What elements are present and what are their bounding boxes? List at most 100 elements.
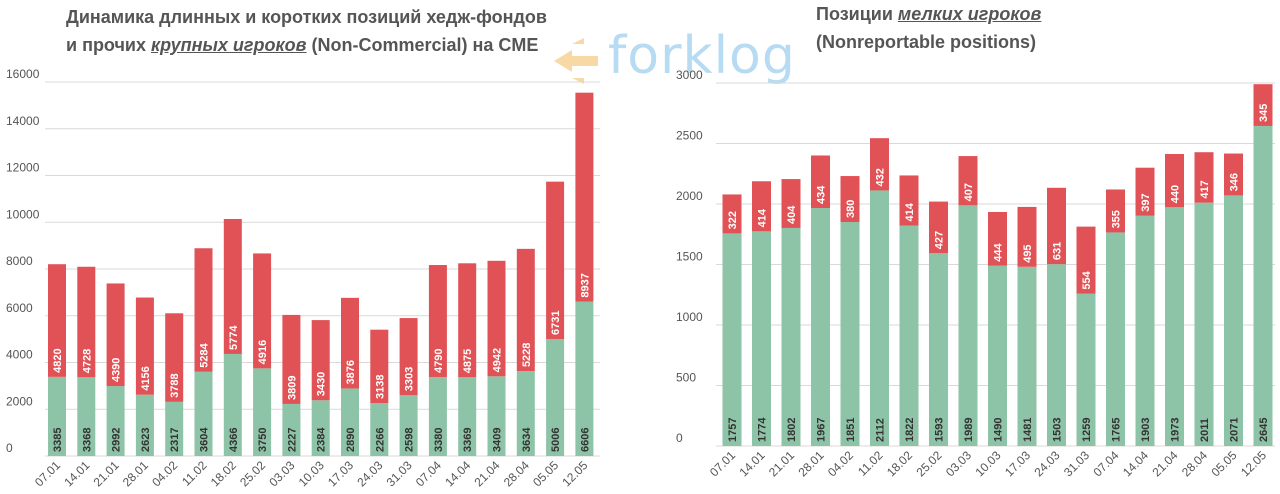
right-label-short: 434	[816, 185, 828, 204]
right-label-short: 322	[727, 211, 739, 229]
right-bar-long	[1165, 207, 1184, 446]
left-label-short: 3138	[374, 375, 386, 399]
left-bar-short	[223, 218, 242, 354]
right-label-short: 414	[757, 208, 769, 227]
right-bar-short	[1135, 167, 1155, 216]
right-bar-long	[1076, 293, 1096, 446]
right-label-short: 346	[1229, 173, 1241, 191]
left-label-short: 4942	[492, 348, 504, 372]
left-chart-title: Динамика длинных и коротких позиций хедж…	[66, 3, 566, 59]
left-label-short: 4875	[462, 349, 474, 373]
right-bar-long	[840, 222, 860, 446]
left-label-short: 4156	[140, 366, 152, 390]
left-label-short: 3809	[286, 375, 298, 399]
right-y-tick-label: 2500	[676, 129, 703, 143]
left-bar-short	[399, 318, 418, 396]
right-bar-long	[722, 233, 742, 446]
right-bar-short	[840, 176, 860, 223]
right-bar-long	[1253, 125, 1273, 446]
right-x-tick-label: 28.01	[795, 448, 826, 479]
left-bar-short	[48, 264, 66, 377]
left-label-long: 3409	[492, 428, 504, 452]
left-y-tick-label: 10000	[6, 207, 40, 221]
left-label-long: 3368	[81, 428, 93, 452]
right-label-short: 444	[993, 242, 1005, 261]
left-label-short: 3303	[404, 367, 416, 391]
left-title-line2: и прочих крупных игроков (Non-Commercial…	[66, 31, 566, 59]
right-x-tick-label: 07.01	[707, 448, 738, 479]
right-label-long: 1765	[1111, 418, 1123, 442]
left-bar-long	[106, 386, 125, 456]
left-y-tick-label: 4000	[6, 348, 33, 362]
right-label-short: 397	[1140, 193, 1152, 211]
left-y-tick-label: 12000	[6, 161, 40, 175]
left-label-long: 3369	[462, 428, 474, 452]
left-label-long: 2317	[169, 428, 181, 452]
right-bar-long	[899, 225, 919, 446]
right-label-long: 1593	[934, 418, 946, 442]
right-x-tick-label: 14.04	[1120, 448, 1151, 479]
left-bar-long	[223, 353, 242, 456]
left-bar-long	[487, 376, 506, 456]
right-bar-long	[1224, 195, 1243, 446]
right-bar-short	[988, 211, 1007, 266]
left-label-short: 3788	[169, 373, 181, 397]
left-y-tick-label: 14000	[6, 114, 40, 128]
right-label-long: 1822	[904, 418, 916, 442]
left-label-long: 3385	[52, 428, 64, 452]
left-title-line1: Динамика длинных и коротких позиций хедж…	[66, 7, 547, 27]
left-label-long: 5006	[550, 428, 562, 452]
right-bar-short	[1253, 84, 1273, 126]
right-label-long: 2645	[1258, 418, 1270, 442]
left-label-short: 4820	[52, 348, 64, 372]
right-label-long: 1757	[727, 418, 739, 442]
right-label-long: 1989	[963, 418, 975, 442]
right-label-short: 355	[1111, 210, 1123, 228]
left-bar-long	[575, 301, 594, 456]
left-bar-short	[194, 248, 213, 372]
right-x-tick-label: 14.01	[736, 448, 767, 479]
right-x-tick-label: 04.02	[825, 448, 856, 479]
left-bar-long	[282, 403, 301, 456]
left-label-short: 5774	[228, 325, 240, 350]
right-x-tick-label: 11.02	[855, 448, 886, 479]
left-bar-long	[135, 394, 154, 456]
right-label-long: 1481	[1022, 418, 1034, 442]
left-label-short: 6731	[550, 311, 562, 335]
left-bar-long	[516, 371, 535, 456]
left-bar-long	[253, 368, 272, 456]
right-x-tick-label: 03.03	[943, 448, 974, 479]
left-bar-short	[165, 313, 184, 402]
left-bar-short	[77, 266, 96, 378]
right-bar-short	[958, 156, 978, 206]
right-y-tick-label: 1000	[676, 310, 703, 324]
right-bar-short	[781, 179, 801, 228]
right-y-tick-label: 2000	[676, 189, 703, 203]
left-label-long: 3634	[521, 427, 533, 452]
left-bar-long	[428, 376, 447, 456]
right-bar-short	[1106, 189, 1125, 233]
left-label-long: 2384	[316, 427, 328, 452]
right-x-tick-label: 21.01	[766, 448, 797, 479]
left-label-short: 4390	[111, 358, 123, 382]
left-bar-short	[487, 260, 506, 377]
left-bar-long	[48, 376, 66, 456]
right-bar-long	[752, 231, 771, 446]
left-bar-short	[370, 329, 389, 404]
right-bar-long	[1047, 264, 1066, 446]
left-bar-short	[341, 297, 359, 389]
forklog-logo-text: forklog	[608, 26, 796, 86]
left-bar-short	[282, 314, 301, 404]
right-bar-short	[1017, 206, 1037, 267]
left-bar-long	[399, 395, 418, 456]
right-label-long: 1490	[993, 418, 1005, 442]
left-bar-long	[370, 403, 389, 456]
left-y-tick-label: 2000	[6, 394, 33, 408]
left-label-long: 2227	[286, 428, 298, 452]
left-bar-short	[428, 265, 447, 377]
right-label-short: 554	[1081, 270, 1093, 289]
left-bar-short	[516, 248, 535, 372]
right-label-long: 1503	[1052, 418, 1064, 442]
left-bar-short	[135, 297, 154, 395]
left-label-long: 2890	[345, 428, 357, 452]
